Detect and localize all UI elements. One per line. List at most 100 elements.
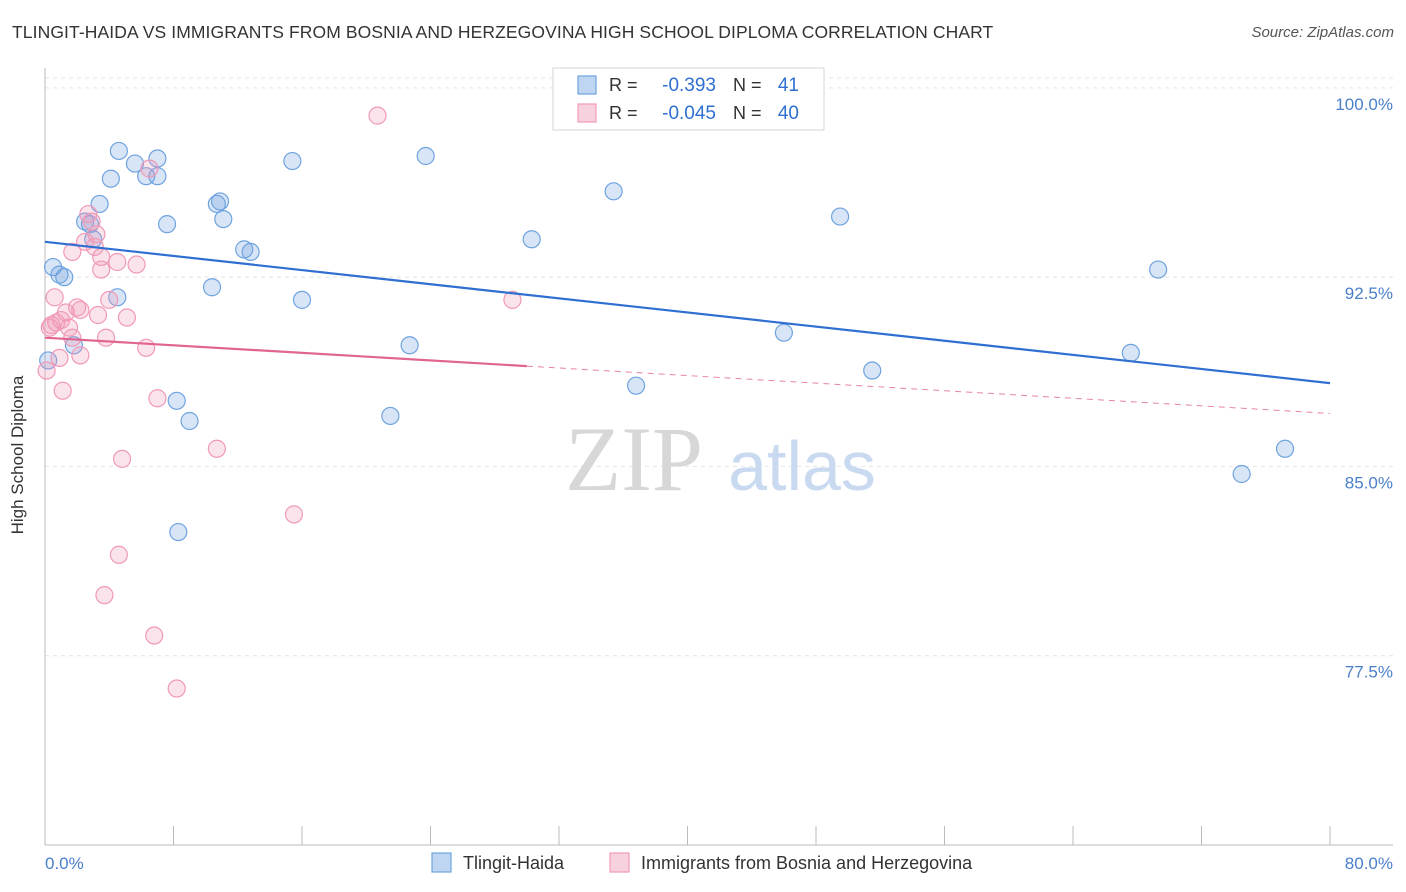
watermark-atlas: atlas (728, 427, 876, 505)
tlingit-haida-trend-line (44, 240, 1331, 385)
bosnia-immigrants-point (108, 252, 127, 272)
tlingit-haida-point (125, 154, 145, 173)
tlingit-haida-point (64, 336, 84, 355)
tlingit-haida-point (50, 265, 69, 284)
bosnia-immigrants-point (71, 346, 90, 365)
bosnia-immigrants-point (368, 106, 387, 125)
y-tick-label: 100.0% (1335, 95, 1393, 114)
stats-legend: R = -0.393 N = 41 R = -0.045 N = 40 (552, 67, 825, 131)
watermark-zip: ZIP (565, 408, 703, 510)
stats-n-label: N = (733, 75, 762, 95)
tlingit-haida-point (109, 141, 128, 161)
bosnia-immigrants-point (100, 290, 119, 309)
bosnia-immigrants-point (503, 290, 522, 309)
stats-r-value: -0.393 (662, 75, 716, 96)
bosnia-immigrants-point (145, 626, 164, 645)
bosnia-immigrants-point (50, 348, 69, 368)
bosnia-immigrants-point (167, 679, 186, 698)
bosnia-immigrants-point (45, 288, 64, 307)
y-tick-labels: 77.5% 85.0% 92.5% 100.0% (1335, 95, 1393, 682)
tlingit-haida-point (1232, 464, 1251, 484)
x-tick-labels: 0.0% 80.0% (45, 854, 1393, 873)
tlingit-haida-point (604, 182, 623, 201)
legend-label: Immigrants from Bosnia and Herzegovina (641, 853, 973, 873)
tlingit-haida-point (626, 376, 646, 395)
bosnia-immigrants-point (127, 255, 146, 274)
stats-legend-swatch (577, 75, 597, 95)
stats-r-value: -0.045 (662, 103, 716, 124)
stats-legend-swatch (577, 103, 597, 123)
tlingit-haida-point (169, 522, 188, 542)
tlingit-haida-point (830, 207, 850, 226)
tlingit-haida-point (180, 411, 199, 431)
tlingit-haida-point (1275, 439, 1295, 458)
bosnia-immigrants-point (63, 328, 82, 347)
tlingit-haida-point (1121, 343, 1140, 362)
trend-lines (44, 240, 1331, 414)
bosnia-immigrants-point (117, 308, 137, 327)
legend-label: Tlingit-Haida (463, 853, 565, 873)
tlingit-haida-point (774, 323, 793, 342)
tlingit-haida-point (522, 230, 541, 249)
tlingit-haida-point (207, 194, 226, 214)
gridlines (45, 77, 1395, 657)
x-tick-label-min: 0.0% (45, 854, 84, 873)
tlingit-haida-point (283, 151, 302, 171)
bosnia-immigrants-point (88, 305, 108, 325)
bosnia-immigrants-point (112, 449, 132, 468)
tlingit-haida-point (101, 169, 120, 188)
tlingit-haida-point (214, 209, 233, 229)
bosnia-immigrants-point (37, 361, 56, 380)
tlingit-haida-point (381, 406, 400, 426)
x-tick-label-max: 80.0% (1345, 854, 1393, 873)
bosnia-immigrants-point (109, 545, 128, 564)
y-tick-label: 92.5% (1345, 284, 1393, 303)
tlingit-haida-point (416, 146, 435, 166)
stats-r-label: R = (609, 103, 638, 123)
watermark: ZIP atlas (565, 408, 876, 510)
tlingit-haida-point (210, 192, 230, 211)
tlingit-haida-point (202, 278, 222, 297)
legend-swatch (609, 852, 630, 873)
y-tick-label: 77.5% (1345, 663, 1393, 682)
axes (44, 68, 1393, 846)
tlingit-haida-point (863, 361, 882, 380)
bosnia-immigrants-point (284, 505, 304, 524)
bosnia-immigrants-point (148, 389, 167, 408)
tlingit-haida-point (157, 215, 177, 234)
tlingit-haida-point (1149, 260, 1168, 279)
bosnia-immigrants-point (95, 586, 114, 605)
bosnia-immigrants-point (207, 439, 226, 458)
bosnia-immigrants-point (137, 338, 156, 357)
bosnia-immigrants-trend-line (44, 336, 527, 368)
tlingit-haida-point (292, 290, 312, 309)
tlingit-haida-point (400, 336, 419, 355)
tlingit-haida-point (90, 194, 109, 214)
bosnia-immigrants-point (92, 260, 111, 279)
bosnia-immigrants-point (96, 328, 116, 347)
bottom-legend: Tlingit-Haida Immigrants from Bosnia and … (431, 852, 973, 873)
bosnia-immigrants-point (140, 159, 159, 178)
bosnia-immigrants-point (68, 298, 87, 317)
legend-swatch (431, 852, 452, 873)
y-tick-label: 85.0% (1345, 473, 1393, 492)
tlingit-haida-point (167, 391, 186, 410)
stats-legend-box (552, 67, 825, 131)
bosnia-immigrants-point (53, 381, 72, 400)
bosnia-immigrants-point (87, 225, 106, 244)
chart-source: Source: ZipAtlas.com (1251, 24, 1394, 41)
stats-n-value: 41 (778, 75, 799, 96)
chart-title: TLINGIT-HAIDA VS IMMIGRANTS FROM BOSNIA … (12, 22, 994, 42)
tlingit-haida-point (241, 242, 260, 262)
tlingit-haida-point (55, 268, 74, 287)
data-points (37, 106, 1295, 698)
stats-n-label: N = (733, 103, 762, 123)
tlingit-haida-point (43, 257, 63, 277)
bosnia-immigrants-point (63, 242, 82, 262)
stats-n-value: 40 (778, 103, 799, 124)
bosnia-immigrants-point (71, 300, 90, 320)
stats-r-label: R = (609, 75, 638, 95)
bosnia-immigrants-point (40, 318, 59, 337)
bosnia-immigrants-trend-extension (526, 365, 1331, 414)
